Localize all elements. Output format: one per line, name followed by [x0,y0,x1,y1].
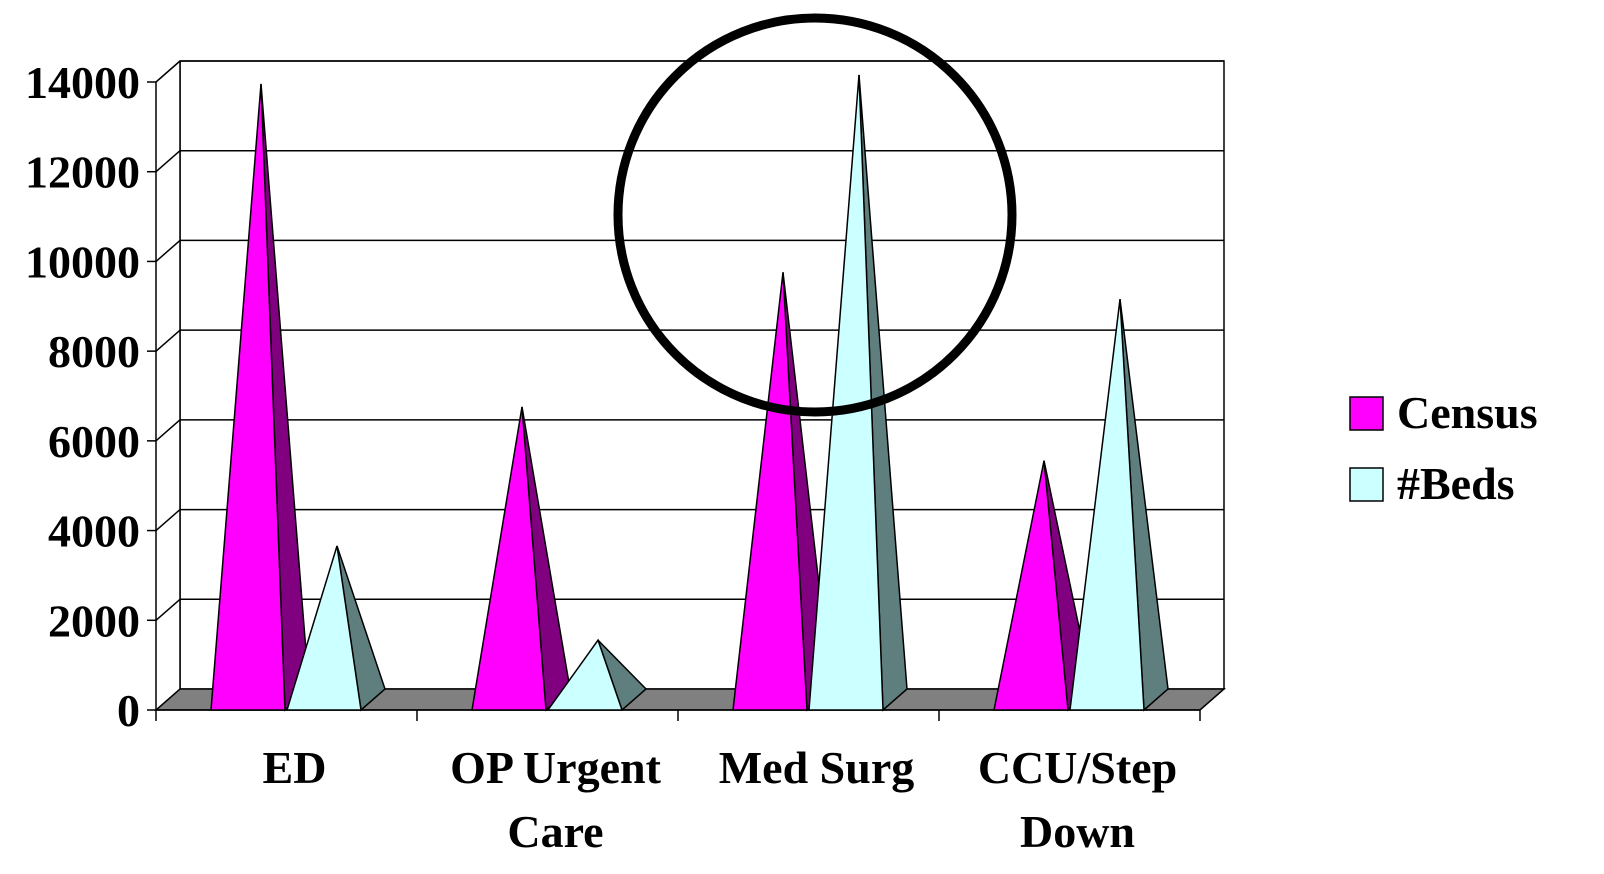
cone-census [993,460,1069,711]
legend-label: Census [1397,387,1538,438]
cone-census [732,272,808,711]
gridline-side [155,598,181,621]
y-tick-label: 0 [117,685,140,736]
grid-layer [155,60,1225,710]
gridline-side [155,419,181,442]
cone-beds [285,545,362,711]
cone-beds [546,638,624,711]
y-tick-label: 2000 [48,595,140,646]
x-category-label: Med Surg [719,742,915,793]
legend-swatch [1349,467,1384,502]
highlight-circle [613,13,1017,417]
cone-census [210,83,286,711]
cone-census [471,406,547,711]
legend: Census #Beds [1349,387,1538,509]
legend-swatch [1349,396,1384,431]
y-tick-label: 4000 [48,506,140,557]
x-category-label: CCU/Step [978,742,1177,793]
y-tick-label: 10000 [25,236,140,287]
x-category-label: Down [1020,806,1135,857]
cone-beds [1069,299,1145,711]
x-category-label: OP Urgent [450,742,661,793]
y-tick-label: 12000 [25,147,140,198]
gridline-side [155,239,181,262]
gridline-side [155,329,181,352]
y-tick-label: 8000 [48,326,140,377]
y-tick-label: 14000 [25,57,140,108]
x-category-label: Care [507,806,603,857]
annotation-layer [613,13,1017,417]
label-layer: 0 2000 4000 6000 8000 10000 12000 14000 ED OP Urg… [25,57,1177,857]
marks-layer [210,74,1169,712]
x-category-label: ED [263,742,327,793]
cone-beds [808,74,884,711]
side-wall [156,61,180,710]
gridline-side [155,509,181,532]
gridline-side [155,60,181,83]
y-tick-label: 6000 [48,416,140,467]
legend-label: #Beds [1397,458,1515,509]
gridline-side [155,150,181,173]
